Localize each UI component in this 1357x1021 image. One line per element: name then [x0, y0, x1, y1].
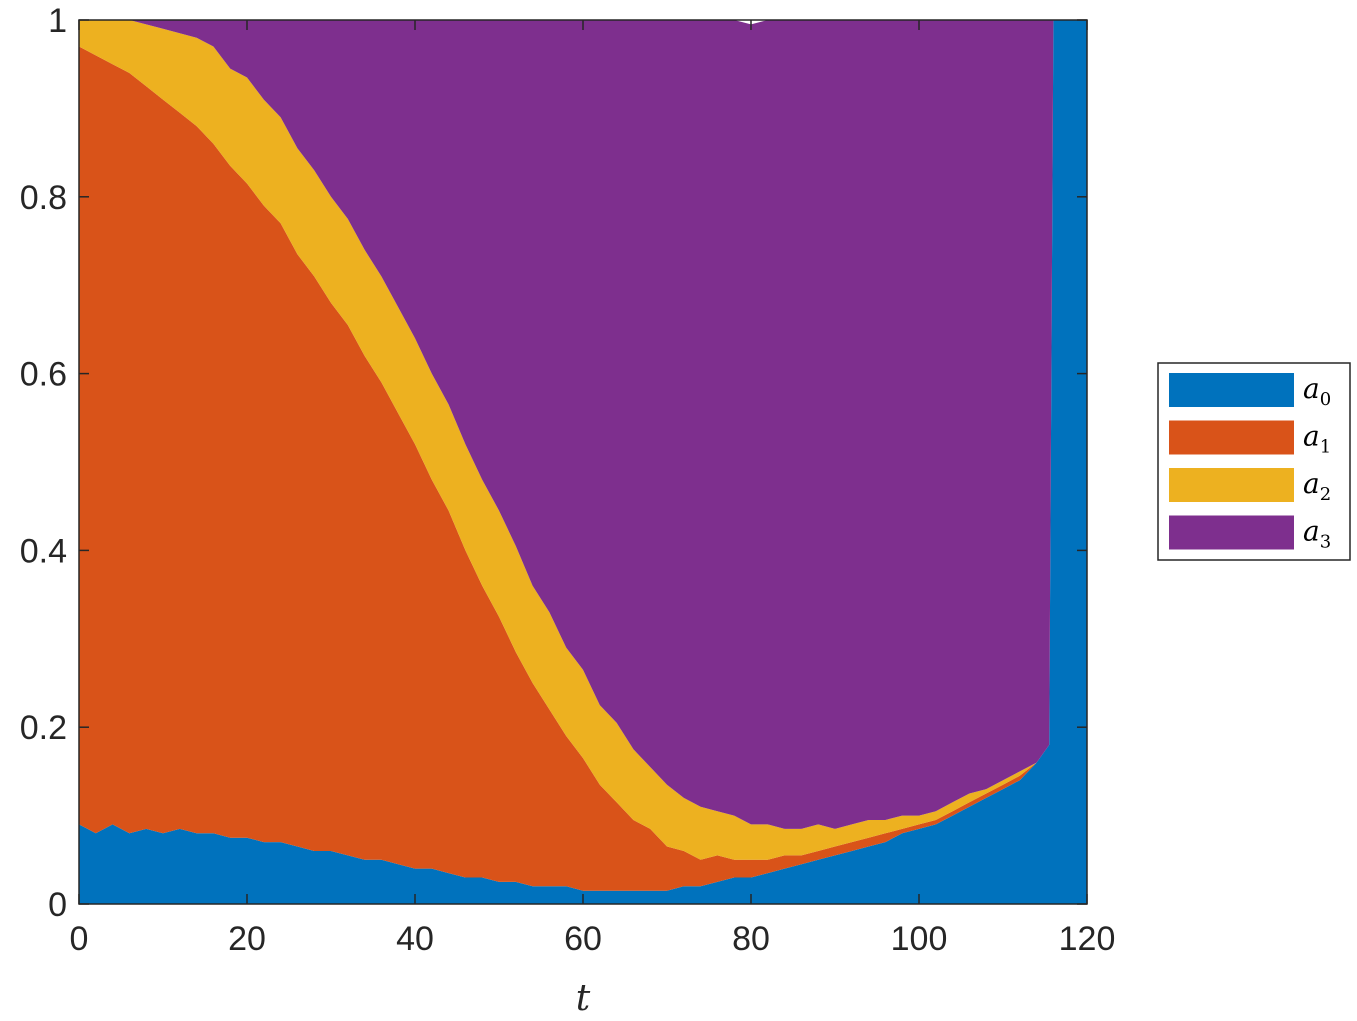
legend-label-a3: a3	[1303, 515, 1331, 553]
x-tick-label: 20	[228, 920, 266, 958]
x-tick-label: 60	[564, 920, 602, 958]
area-series-a0	[79, 20, 1087, 904]
x-tick-label: 80	[732, 920, 770, 958]
y-tick-labels: 0 0.2 0.4 0.6 0.8 1	[20, 2, 67, 924]
y-tick-label: 0.2	[20, 709, 67, 747]
x-tick-label: 100	[891, 920, 948, 958]
legend-swatch-a1	[1169, 420, 1294, 455]
y-tick-label: 0.4	[20, 532, 67, 570]
area-series-a2	[79, 20, 1087, 860]
area-series-group	[79, 20, 1087, 904]
x-tick-label: 40	[396, 920, 434, 958]
legend-swatch-a2	[1169, 468, 1294, 502]
y-tick-label: 1	[48, 2, 67, 40]
y-tick-label: 0.6	[20, 356, 67, 394]
area-series-a1	[79, 20, 1087, 891]
x-tick-label: 0	[70, 920, 89, 958]
y-tick-label: 0	[48, 886, 67, 924]
x-tick-labels: 0 20 40 60 80 100 120	[70, 920, 1116, 958]
legend-swatch-a0	[1169, 373, 1294, 407]
area-series-a3	[79, 20, 1087, 829]
x-axis-label: t	[576, 978, 591, 1019]
legend-swatch-a3	[1169, 515, 1294, 550]
axis-ticks	[78, 19, 1088, 905]
y-tick-label: 0.8	[20, 179, 67, 217]
x-tick-label: 120	[1059, 920, 1116, 958]
